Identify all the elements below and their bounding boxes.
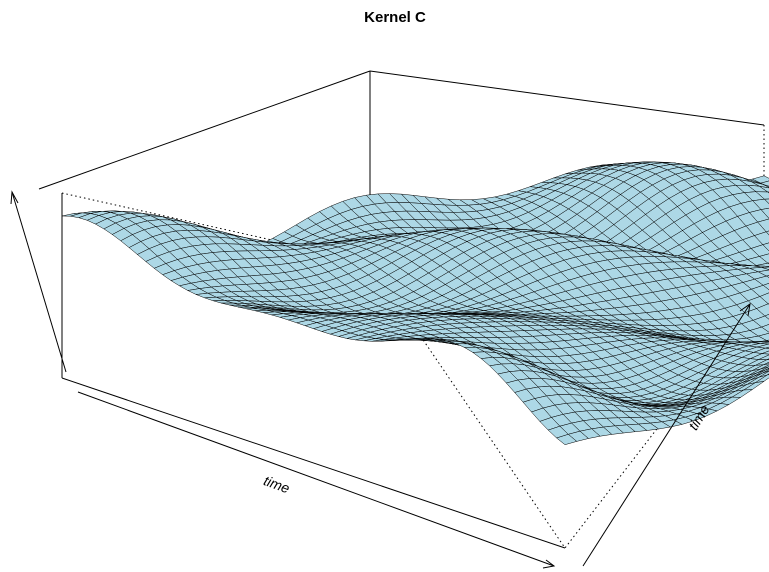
surface-facet — [764, 313, 769, 320]
surface-mesh — [61, 161, 769, 445]
x-axis-arrow — [77, 391, 555, 567]
box-back-dotted-2 — [369, 261, 566, 549]
chart-title: Kernel C — [364, 9, 426, 26]
box-back-top-left — [38, 70, 371, 190]
y-axis-arrowhead — [739, 302, 751, 317]
box-front-edges — [61, 193, 566, 549]
box-back-top-right — [369, 70, 765, 126]
x-axis-arrowhead — [542, 559, 556, 569]
box-front-bottom-left — [61, 377, 566, 549]
z-axis-arrow — [11, 191, 67, 373]
z-axis-arrowhead — [10, 190, 19, 205]
axis-arrows — [10, 190, 751, 569]
surface-facet — [556, 434, 578, 445]
x-axis-label: time — [262, 472, 293, 496]
surface-facet — [763, 361, 769, 365]
y-axis-arrow — [582, 303, 751, 567]
